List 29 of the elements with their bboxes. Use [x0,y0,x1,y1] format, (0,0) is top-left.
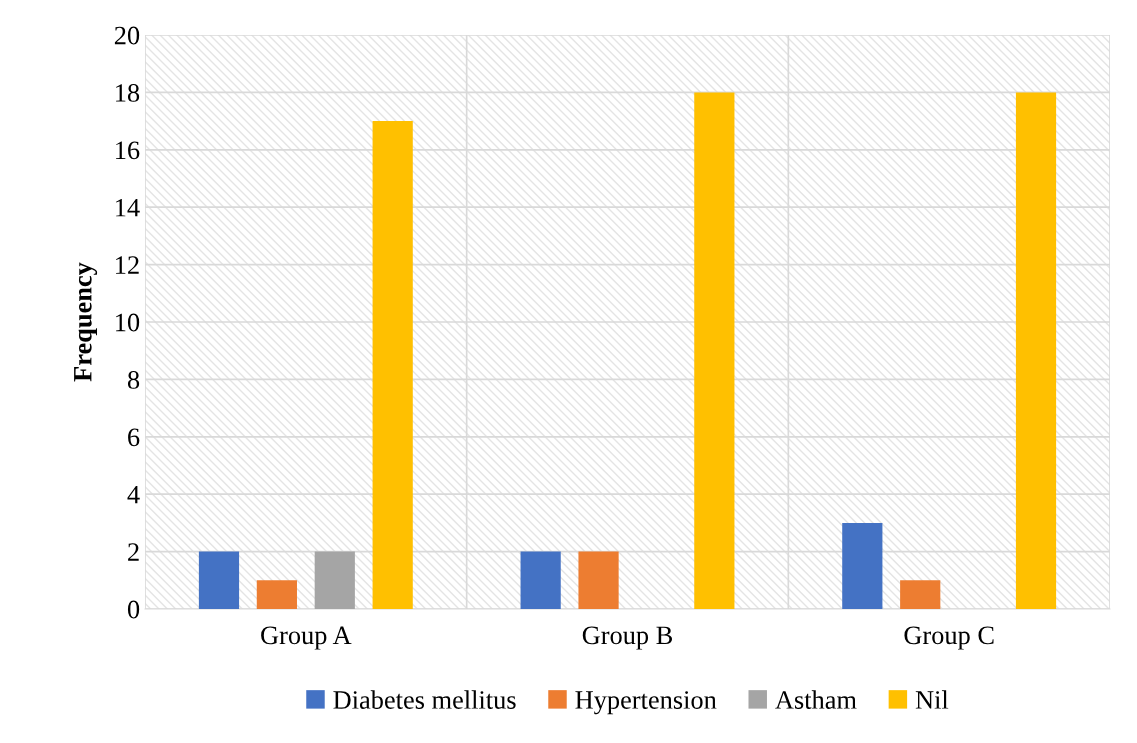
bar [578,551,619,609]
x-tick-label: Group B [582,626,673,650]
bar [314,551,355,609]
y-tick-label: 6 [128,428,140,447]
y-axis-title: Frequency [74,262,98,382]
bar [520,551,561,609]
bar [256,580,297,609]
x-tick-label: Group A [261,626,352,650]
bar [198,551,240,609]
y-tick-label: 18 [116,84,140,102]
y-tick-label: 16 [116,141,140,160]
bar [694,92,735,609]
y-tick-label: 10 [116,313,140,332]
bar [900,580,941,609]
y-tick-label: 12 [116,256,139,274]
y-tick-label: 8 [127,371,140,389]
bar [1015,92,1057,609]
y-tick-label: 14 [116,198,140,217]
legend-label: Hypertension [575,691,717,715]
bar [372,121,413,609]
y-tick-label: 20 [114,26,140,45]
y-tick-label: 2 [128,543,139,561]
legend-label: Diabetes mellitus [333,690,516,709]
y-tick-label: 4 [127,485,140,504]
legend-label: Nil [915,690,949,709]
x-tick-label: Group C [904,626,994,650]
legend-label: Astham [775,690,857,709]
bar [842,522,883,609]
y-tick-label: 0 [127,600,140,619]
